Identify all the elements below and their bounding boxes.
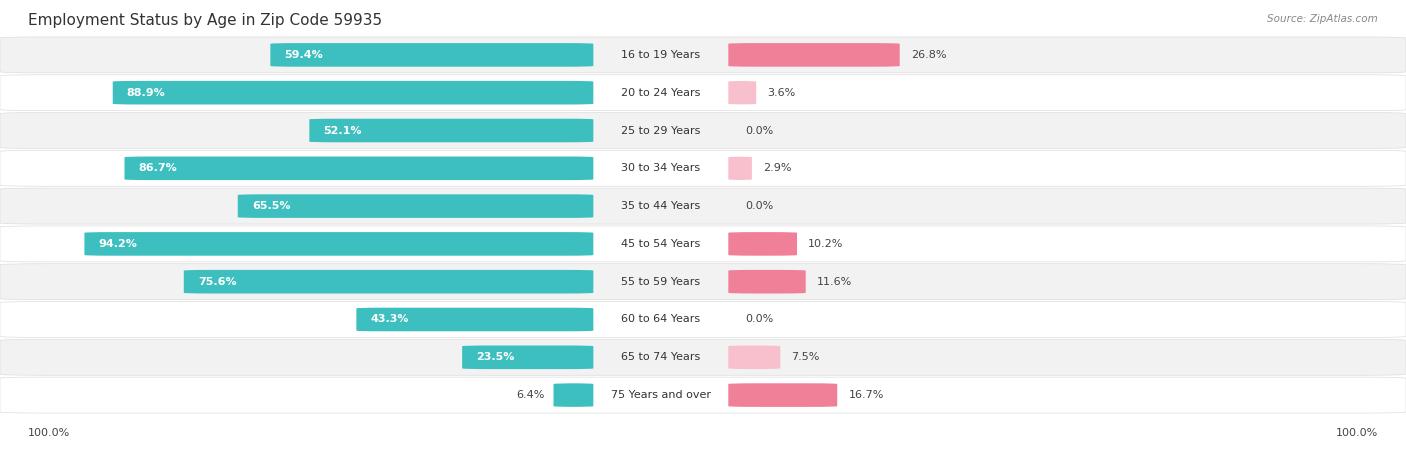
FancyBboxPatch shape [84,232,593,256]
FancyBboxPatch shape [0,339,1406,375]
FancyBboxPatch shape [0,302,1406,338]
Text: 7.5%: 7.5% [792,352,820,362]
FancyBboxPatch shape [184,270,593,293]
Text: 45 to 54 Years: 45 to 54 Years [621,239,700,249]
Text: 94.2%: 94.2% [98,239,138,249]
FancyBboxPatch shape [356,308,593,331]
FancyBboxPatch shape [727,157,754,180]
Text: 100.0%: 100.0% [1336,428,1378,437]
FancyBboxPatch shape [0,75,1406,111]
Text: 23.5%: 23.5% [477,352,515,362]
Text: 16 to 19 Years: 16 to 19 Years [621,50,700,60]
Text: 26.8%: 26.8% [911,50,946,60]
FancyBboxPatch shape [728,346,780,369]
Text: 2.9%: 2.9% [763,163,792,173]
Text: 55 to 59 Years: 55 to 59 Years [621,277,700,287]
Text: 25 to 29 Years: 25 to 29 Years [621,126,700,135]
Text: 20 to 24 Years: 20 to 24 Years [621,88,700,98]
FancyBboxPatch shape [463,346,593,369]
FancyBboxPatch shape [0,264,1406,300]
FancyBboxPatch shape [728,81,756,104]
FancyBboxPatch shape [309,119,593,142]
Text: 10.2%: 10.2% [808,239,844,249]
Text: 3.6%: 3.6% [768,88,796,98]
Text: 0.0%: 0.0% [745,201,773,211]
Text: 88.9%: 88.9% [127,88,166,98]
FancyBboxPatch shape [0,112,1406,148]
Text: 65.5%: 65.5% [252,201,290,211]
Text: 30 to 34 Years: 30 to 34 Years [621,163,700,173]
Text: 65 to 74 Years: 65 to 74 Years [621,352,700,362]
FancyBboxPatch shape [728,232,797,256]
FancyBboxPatch shape [0,377,1406,413]
Text: Source: ZipAtlas.com: Source: ZipAtlas.com [1267,14,1378,23]
FancyBboxPatch shape [0,37,1406,73]
Text: Employment Status by Age in Zip Code 59935: Employment Status by Age in Zip Code 599… [28,14,382,28]
FancyBboxPatch shape [0,226,1406,262]
Text: 6.4%: 6.4% [516,390,546,400]
Text: 35 to 44 Years: 35 to 44 Years [621,201,700,211]
FancyBboxPatch shape [112,81,593,104]
FancyBboxPatch shape [554,383,593,407]
Text: 52.1%: 52.1% [323,126,361,135]
Text: 100.0%: 100.0% [28,428,70,437]
Text: 16.7%: 16.7% [848,390,884,400]
FancyBboxPatch shape [0,188,1406,224]
Text: 0.0%: 0.0% [745,126,773,135]
FancyBboxPatch shape [728,43,900,67]
Text: 75 Years and over: 75 Years and over [610,390,711,400]
Text: 43.3%: 43.3% [370,315,409,324]
FancyBboxPatch shape [728,270,806,293]
Text: 0.0%: 0.0% [745,315,773,324]
Text: 11.6%: 11.6% [817,277,852,287]
FancyBboxPatch shape [728,383,837,407]
Text: 75.6%: 75.6% [198,277,236,287]
Text: 86.7%: 86.7% [139,163,177,173]
Text: 59.4%: 59.4% [284,50,323,60]
Text: 60 to 64 Years: 60 to 64 Years [621,315,700,324]
FancyBboxPatch shape [270,43,593,67]
FancyBboxPatch shape [0,150,1406,186]
FancyBboxPatch shape [238,194,593,218]
FancyBboxPatch shape [125,157,593,180]
